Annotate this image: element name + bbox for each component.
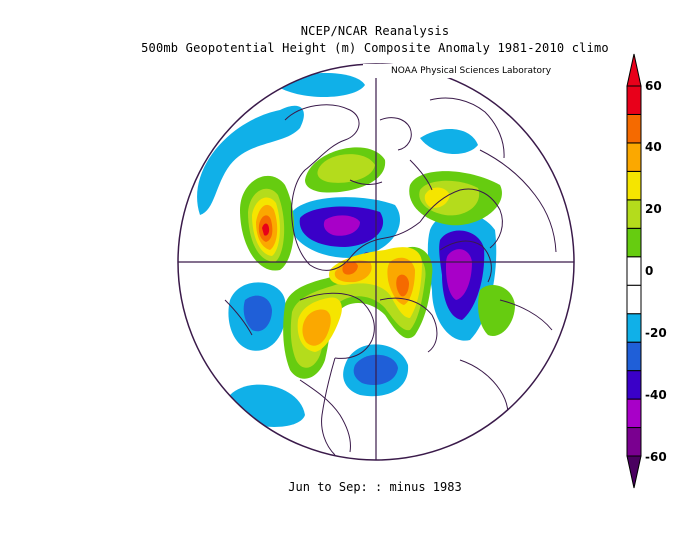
pos-anomaly-contour <box>424 187 450 208</box>
colorbar-tick: 60 <box>645 79 662 93</box>
colorbar-tick: 0 <box>645 264 654 278</box>
colorbar-segment <box>626 227 642 258</box>
colorbar-segment <box>626 284 642 315</box>
colorbar-top-arrow <box>626 53 642 87</box>
colorbar-segment <box>626 398 642 429</box>
colorbar-segment <box>626 427 642 457</box>
credit-label: NOAA Physical Sciences Laboratory <box>363 64 578 78</box>
neg-anomaly-contour <box>197 105 304 215</box>
colorbar-tick: 40 <box>645 140 662 154</box>
colorbar-tick: 20 <box>645 202 662 216</box>
map-subtitle: 500mb Geopotential Height (m) Composite … <box>141 41 609 55</box>
neg-anomaly-contour <box>243 295 272 332</box>
colorbar-segment <box>626 256 642 286</box>
colorbar-segment <box>626 170 642 201</box>
colorbar-segment <box>626 113 642 144</box>
colorbar-bottom-arrow <box>626 455 642 489</box>
colorbar-tick: -40 <box>645 388 667 402</box>
pos-anomaly-contour <box>478 285 515 336</box>
pos-anomaly-contour <box>302 309 331 346</box>
colorbar-boxes <box>626 85 642 457</box>
pos-anomaly-contour <box>317 154 375 183</box>
colorbar-segment <box>626 341 642 372</box>
colorbar-segment <box>626 85 642 115</box>
colorbar-segment <box>626 142 642 172</box>
neg-anomaly-contour <box>420 128 478 155</box>
map-title: NCEP/NCAR Reanalysis <box>300 24 450 38</box>
colorbar-tick: -20 <box>645 326 667 340</box>
coastlines <box>224 97 557 456</box>
colorbar-tick: -60 <box>645 450 667 464</box>
neg-anomaly-contour <box>323 215 360 236</box>
colorbar-segment <box>626 370 642 400</box>
colorbar-segment <box>626 199 642 229</box>
period-caption: Jun to Sep: : minus 1983 <box>288 480 462 494</box>
anomaly-field <box>197 72 557 456</box>
colorbar-segment <box>626 313 642 343</box>
pos-anomaly-contour <box>262 223 270 236</box>
pos-anomaly-contour <box>342 261 358 275</box>
pos-anomaly-contour <box>396 274 409 297</box>
